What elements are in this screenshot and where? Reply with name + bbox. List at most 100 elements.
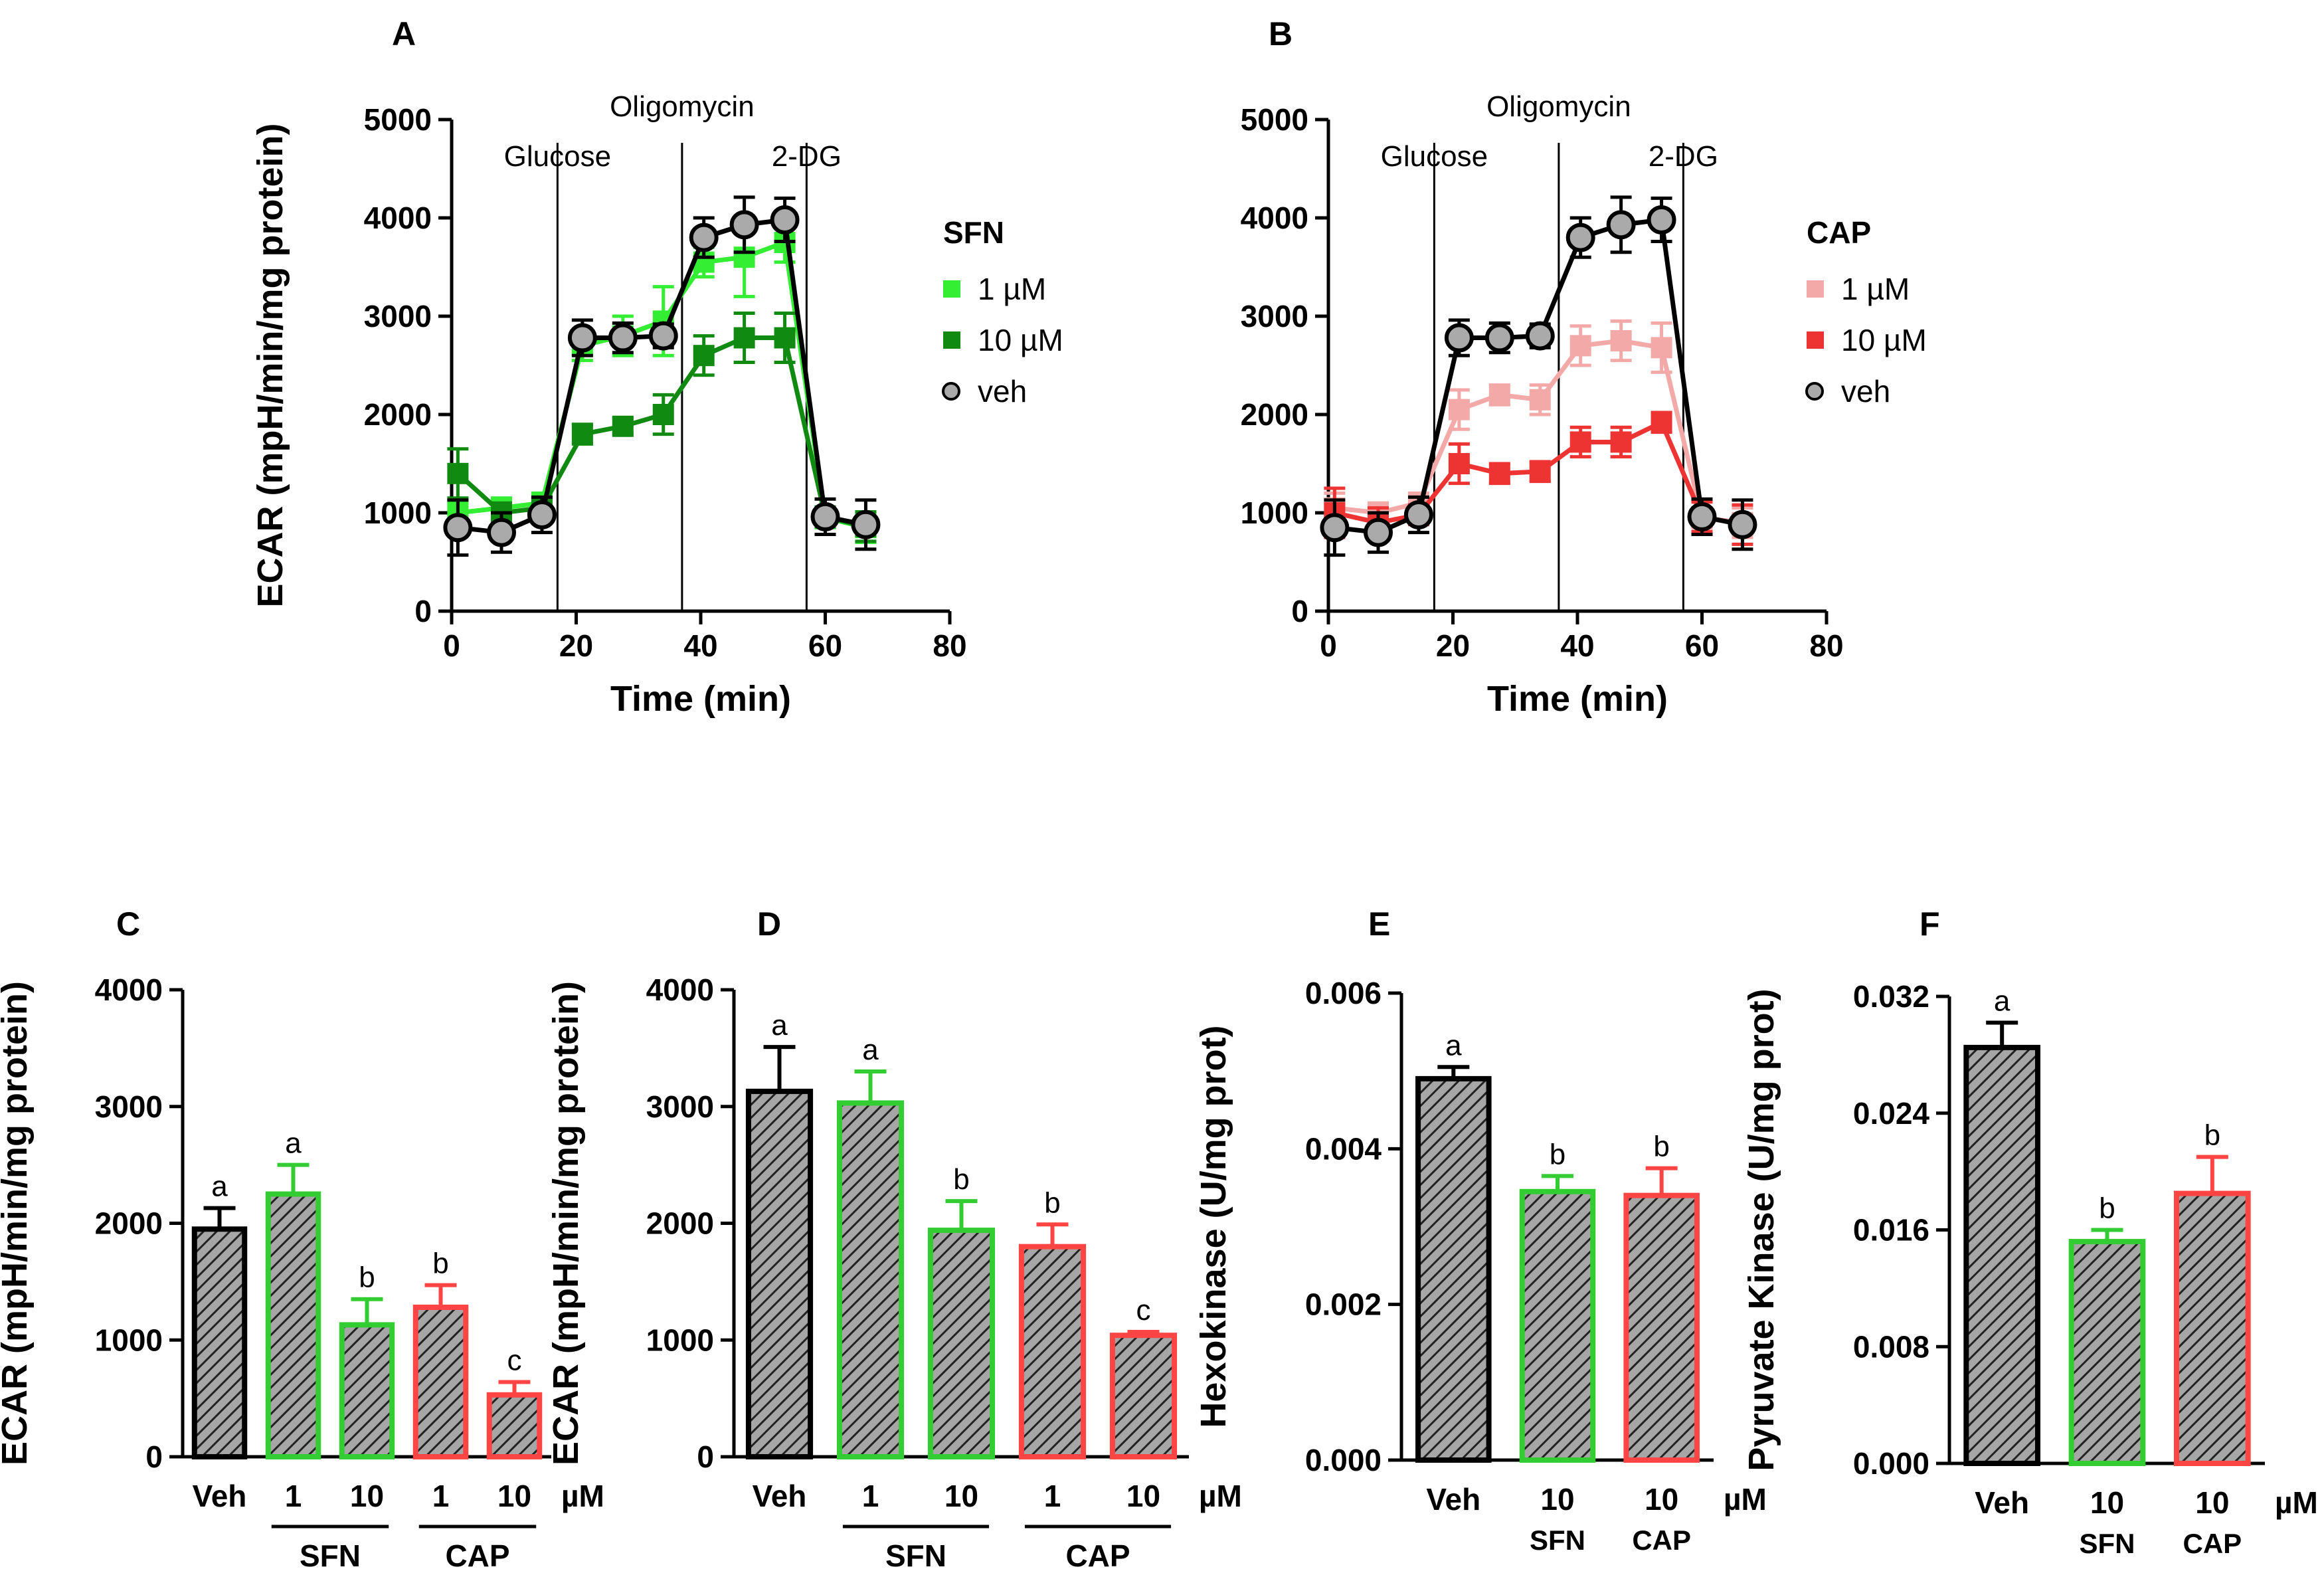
data-point — [571, 423, 593, 445]
x-tick-label: 60 — [1685, 628, 1719, 663]
data-point — [652, 404, 674, 425]
y-tick-label: 4000 — [364, 201, 432, 235]
y-tick-label: 4000 — [1241, 201, 1308, 235]
x-tick-label: 10 — [497, 1479, 531, 1513]
bar-4: c 10 — [1109, 1294, 1178, 1513]
x-tick-label: 10 — [1645, 1482, 1678, 1517]
y-tick-label: 0.032 — [1853, 979, 1929, 1014]
data-point — [1647, 205, 1676, 234]
significance-letter: b — [1550, 1138, 1565, 1170]
injection-label: Oligomycin — [610, 90, 755, 123]
data-point — [648, 321, 678, 351]
y-tick-label: 0.002 — [1305, 1287, 1382, 1322]
x-axis-label: Time (min) — [610, 679, 791, 719]
unit-label: µM — [2275, 1485, 2318, 1520]
data-point — [1687, 502, 1717, 531]
y-axis-label: ECAR (mpH/min/mg protein) — [0, 981, 35, 1465]
injection-label: Glucose — [1381, 140, 1488, 173]
chart-C: C 0 1000 2000 3000 4000 ECAR (mpH/min/mg prote… — [0, 905, 604, 1573]
injection-label: Glucose — [504, 140, 611, 173]
panel-label: F — [1920, 905, 1940, 943]
y-tick-label: 3000 — [1241, 299, 1308, 333]
unit-label: µM — [1724, 1482, 1767, 1517]
y-tick-label: 2000 — [95, 1206, 163, 1241]
x-axis-label: Time (min) — [1487, 679, 1668, 719]
bar-0: a Veh — [745, 1009, 814, 1513]
significance-letter: c — [507, 1345, 522, 1377]
bar-3: b1 — [412, 1248, 469, 1513]
significance-letter: b — [432, 1248, 448, 1280]
significance-letter: b — [1653, 1131, 1669, 1163]
y-tick-label: 0.004 — [1305, 1131, 1382, 1166]
legend-swatch — [1805, 382, 1824, 401]
group-label: SFN — [300, 1538, 361, 1573]
group-label: CAP — [445, 1538, 509, 1573]
data-point — [1569, 335, 1591, 357]
data-point — [1529, 460, 1551, 482]
bar — [191, 1226, 248, 1459]
data-point — [1610, 431, 1632, 453]
y-tick-label: 3000 — [646, 1089, 714, 1124]
series-0 — [447, 216, 877, 544]
chart-D: D 0 1000 2000 3000 4000 ECAR (mpH/min/mg prote… — [546, 905, 1242, 1573]
data-point — [1364, 517, 1393, 547]
data-point — [729, 210, 759, 240]
significance-letter: b — [953, 1163, 969, 1196]
y-tick-label: 0.016 — [1853, 1213, 1929, 1248]
significance-letter: c — [1136, 1294, 1151, 1327]
bar — [1415, 1075, 1492, 1463]
x-tick-label: 1 — [862, 1479, 879, 1513]
data-point — [527, 500, 557, 529]
y-tick-label: 5000 — [1241, 102, 1308, 137]
legend-swatch — [943, 331, 960, 349]
x-tick-label: 40 — [1560, 628, 1594, 663]
x-tick-label: 20 — [559, 628, 593, 663]
y-tick-label: 0.008 — [1853, 1329, 1929, 1364]
group-label: CAP — [1065, 1538, 1130, 1573]
legend-entry: 1 µM — [1841, 272, 1910, 306]
bar-1: a1 — [265, 1127, 321, 1513]
bar-0: a Veh — [1963, 985, 2040, 1520]
bar-4: c 10 — [486, 1345, 543, 1513]
y-axis-label: Hexokinase (U/mg prot) — [1194, 1025, 1233, 1428]
x-tick-label: Veh — [1426, 1482, 1480, 1517]
x-tick-label: 1 — [432, 1479, 450, 1513]
significance-letter: a — [862, 1034, 879, 1066]
legend-swatch — [942, 382, 960, 401]
data-point — [1320, 513, 1350, 543]
legend-swatch — [1807, 280, 1824, 298]
data-point — [770, 205, 800, 234]
legend-entry: 10 µM — [978, 323, 1063, 357]
y-tick-label: 0 — [145, 1439, 163, 1474]
bar — [1519, 1188, 1596, 1463]
bar — [1623, 1192, 1700, 1463]
x-tick-label: 10 — [944, 1479, 978, 1513]
legend-entry: veh — [978, 374, 1027, 409]
data-point — [567, 323, 597, 353]
y-tick-label: 0.000 — [1305, 1443, 1382, 1477]
data-point — [851, 510, 881, 539]
data-point — [1565, 223, 1595, 252]
bar — [486, 1392, 543, 1460]
y-tick-label: 0.000 — [1853, 1446, 1929, 1481]
data-point — [1448, 453, 1470, 474]
x-tick-label: 1 — [285, 1479, 302, 1513]
y-axis-label: ECAR (mpH/min/mg protein) — [546, 981, 586, 1465]
data-point — [1488, 384, 1510, 406]
data-point — [1484, 323, 1514, 353]
legend-swatch — [943, 280, 960, 298]
x-tick-label: 0 — [443, 628, 460, 663]
bar-1: a1 — [836, 1034, 905, 1513]
bar — [1109, 1333, 1178, 1459]
significance-letter: b — [359, 1261, 375, 1294]
y-tick-label: 5000 — [364, 102, 432, 137]
y-axis-label: ECAR (mpH/min/mg protein) — [250, 124, 290, 608]
panel-label: C — [116, 905, 140, 943]
bar — [1018, 1244, 1087, 1460]
data-point — [689, 223, 719, 252]
bar — [745, 1088, 814, 1459]
significance-letter: a — [771, 1009, 788, 1042]
y-tick-label: 1000 — [1241, 496, 1308, 530]
legend-entry: 1 µM — [978, 272, 1046, 306]
data-point — [608, 323, 638, 353]
